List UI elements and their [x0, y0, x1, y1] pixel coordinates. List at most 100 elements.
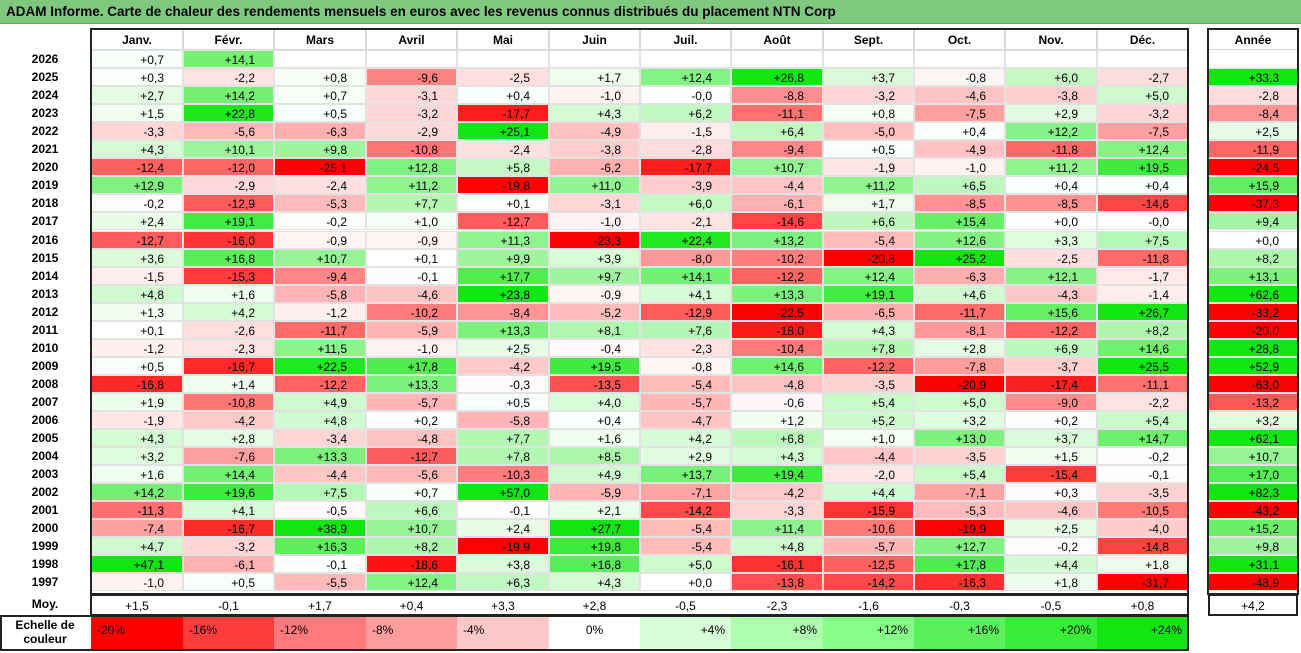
heatmap-cell: -5,7	[823, 537, 914, 556]
heatmap-cell: +14,1	[183, 50, 274, 69]
annual-cell: +3,2	[1208, 411, 1298, 430]
year-label: 1997	[0, 573, 90, 592]
heatmap-cell: -3,9	[640, 176, 731, 195]
heatmap-cell: -6,3	[274, 122, 366, 141]
heatmap-cell: -2,4	[274, 176, 366, 195]
heatmap-cell: +19,1	[823, 284, 914, 303]
heatmap-cell: +12,4	[1097, 140, 1188, 159]
year-label: 2014	[0, 266, 90, 285]
heatmap-cell: -19,9	[914, 519, 1005, 538]
heatmap-cell: +17,7	[457, 266, 549, 285]
column-header: Sept.	[823, 29, 914, 50]
heatmap-cell: +10,7	[731, 158, 823, 177]
annual-cell: -11,9	[1208, 140, 1298, 159]
heatmap-cell: -2,6	[183, 320, 274, 339]
annual-cell: +31,1	[1208, 555, 1298, 574]
heatmap-cell: +13,3	[731, 284, 823, 303]
annual-cell: +15,2	[1208, 519, 1298, 538]
heatmap-cell: +0,8	[274, 68, 366, 87]
heatmap-cell: -1,2	[91, 338, 183, 357]
average-cell: -0,1	[183, 593, 274, 616]
heatmap-cell: +0,1	[91, 320, 183, 339]
heatmap-cell: -11,8	[1005, 140, 1097, 159]
annual-cell: +33,3	[1208, 68, 1298, 87]
heatmap-cell: -0,2	[274, 212, 366, 231]
annual-cell: -48,9	[1208, 573, 1298, 592]
heatmap-cell: -16,7	[183, 356, 274, 375]
heatmap-cell-empty	[731, 50, 823, 69]
year-label: 2006	[0, 411, 90, 430]
heatmap-cell: -1,0	[549, 86, 640, 105]
heatmap-cell: -7,1	[914, 483, 1005, 502]
heatmap-cell: +27,7	[549, 519, 640, 538]
heatmap-cell: -2,2	[1097, 392, 1188, 411]
heatmap-cell: +57,0	[457, 483, 549, 502]
heatmap-cell: +6,4	[731, 122, 823, 141]
heatmap-cell: +13,2	[731, 230, 823, 249]
heatmap-cell: +12,4	[640, 68, 731, 87]
heatmap-cell: -12,4	[91, 158, 183, 177]
heatmap-cell: +22,5	[274, 356, 366, 375]
heatmap-cell: +12,4	[366, 573, 457, 592]
heatmap-cell: -3,5	[914, 447, 1005, 466]
average-annual-cell: +4,2	[1208, 593, 1298, 616]
average-label: Moy.	[31, 596, 59, 611]
legend-label: Echelle de couleur	[15, 618, 75, 646]
heatmap-cell: -1,0	[91, 573, 183, 592]
heatmap-cell: -10,3	[457, 465, 549, 484]
heatmap-cell: +5,4	[823, 392, 914, 411]
heatmap-cell: +11,2	[823, 176, 914, 195]
heatmap-cell: -2,5	[457, 68, 549, 87]
heatmap-cell: +11,0	[549, 176, 640, 195]
heatmap-cell: +0,2	[1005, 411, 1097, 430]
annual-cell: +62,6	[1208, 284, 1298, 303]
legend-swatch: -20%	[91, 616, 183, 650]
heatmap-cell: +26,8	[731, 68, 823, 87]
heatmap-cell: +25,1	[457, 122, 549, 141]
legend-swatch: +24%	[1097, 616, 1188, 650]
year-label: 2011	[0, 320, 90, 339]
heatmap-cell: -8,5	[914, 194, 1005, 213]
heatmap-cell: -4,0	[1097, 519, 1188, 538]
heatmap-cell: -31,7	[1097, 573, 1188, 592]
heatmap-cell: +12,6	[914, 230, 1005, 249]
heatmap-cell: -18,0	[731, 320, 823, 339]
heatmap-cell: -1,0	[366, 338, 457, 357]
average-cell: -0,5	[640, 593, 731, 616]
heatmap-cell: +5,0	[1097, 86, 1188, 105]
heatmap-cell: -14,6	[1097, 194, 1188, 213]
heatmap-cell: +0,0	[1005, 212, 1097, 231]
heatmap-cell: +1,8	[1097, 555, 1188, 574]
heatmap-cell: -11,3	[91, 501, 183, 520]
annual-cell: +17,0	[1208, 465, 1298, 484]
year-label: 2015	[0, 248, 90, 267]
heatmap-cell: +6,5	[914, 176, 1005, 195]
heatmap-cell: +10,7	[274, 248, 366, 267]
heatmap-cell: -0,0	[1097, 212, 1188, 231]
legend-swatch: +20%	[1005, 616, 1097, 650]
heatmap-cell: +11,2	[366, 176, 457, 195]
heatmap-cell: +19,5	[549, 356, 640, 375]
heatmap-cell: -0,2	[1005, 537, 1097, 556]
heatmap-cell: +13,7	[640, 465, 731, 484]
heatmap-cell: -0,6	[731, 392, 823, 411]
heatmap-cell: +0,4	[549, 411, 640, 430]
heatmap-cell: +17,8	[366, 356, 457, 375]
heatmap-cell: +4,1	[640, 284, 731, 303]
legend-swatch: -4%	[457, 616, 549, 650]
heatmap-cell: +19,8	[549, 537, 640, 556]
heatmap-cell: +10,7	[366, 519, 457, 538]
year-label: 2005	[0, 429, 90, 448]
annual-cell: +62,1	[1208, 429, 1298, 448]
heatmap-cell: +16,8	[183, 248, 274, 267]
year-label: 2016	[0, 230, 90, 249]
heatmap-cell: +8,2	[366, 537, 457, 556]
heatmap-cell: +47,1	[91, 555, 183, 574]
annual-cell: +0,0	[1208, 230, 1298, 249]
heatmap-cell: -7,4	[91, 519, 183, 538]
heatmap-cell: -5,9	[366, 320, 457, 339]
heatmap-cell: +22,8	[183, 104, 274, 123]
annual-cell: +28,8	[1208, 338, 1298, 357]
heatmap-cell: -1,9	[823, 158, 914, 177]
heatmap-cell: -0,8	[640, 356, 731, 375]
